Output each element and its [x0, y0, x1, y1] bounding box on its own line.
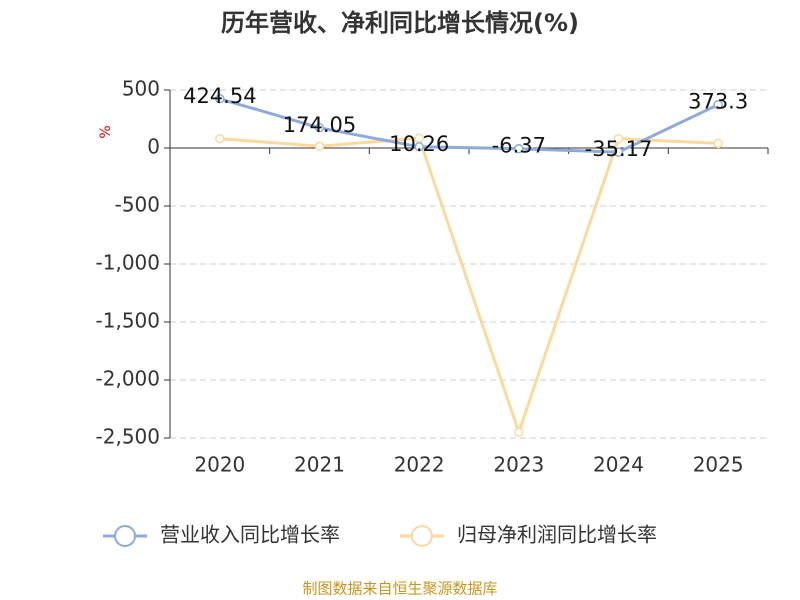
- point: [215, 133, 225, 144]
- x-tick-label: 2024: [593, 453, 644, 477]
- chart-title: 历年营收、净利同比增长情况(%): [221, 9, 579, 37]
- source-note: 制图数据来自恒生聚源数据库: [302, 580, 497, 598]
- series-line: [219, 97, 719, 154]
- data-label: 373.3: [688, 90, 748, 114]
- x-tick-label: 2020: [194, 453, 245, 477]
- y-tick-label: -1,500: [96, 309, 160, 333]
- point: [514, 427, 524, 437]
- data-label: -6.37: [492, 134, 546, 158]
- x-tick-label: 2022: [394, 453, 445, 477]
- point: [414, 142, 424, 152]
- legend-label: 归母净利润同比增长率: [457, 523, 657, 547]
- point: [215, 94, 225, 104]
- legend-marker: [411, 525, 433, 547]
- legend-label: 营业收入同比增长率: [160, 523, 340, 547]
- y-tick-label: 500: [122, 77, 160, 101]
- point: [713, 138, 723, 149]
- series-line: [219, 136, 719, 437]
- data-label: 174.05: [283, 113, 356, 137]
- point: [613, 133, 624, 144]
- point: [314, 123, 325, 133]
- y-tick-label: 0: [147, 135, 160, 159]
- point: [514, 143, 524, 154]
- x-tick-label: 2025: [693, 453, 744, 477]
- point: [713, 99, 723, 110]
- x-tick-label: 2023: [493, 453, 544, 477]
- y-tick-label: -2,000: [96, 367, 160, 391]
- data-label: 10.26: [389, 132, 449, 156]
- point: [613, 147, 624, 157]
- legend-marker: [114, 525, 136, 547]
- y-tick-label: -500: [115, 193, 160, 217]
- y-axis-label: %: [98, 125, 114, 138]
- point: [314, 141, 325, 152]
- data-label: 424.54: [183, 84, 256, 108]
- y-tick-label: -1,000: [96, 251, 160, 275]
- x-tick-label: 2021: [294, 453, 345, 477]
- data-label: -35.17: [585, 137, 653, 161]
- y-tick-label: -2,500: [96, 425, 160, 449]
